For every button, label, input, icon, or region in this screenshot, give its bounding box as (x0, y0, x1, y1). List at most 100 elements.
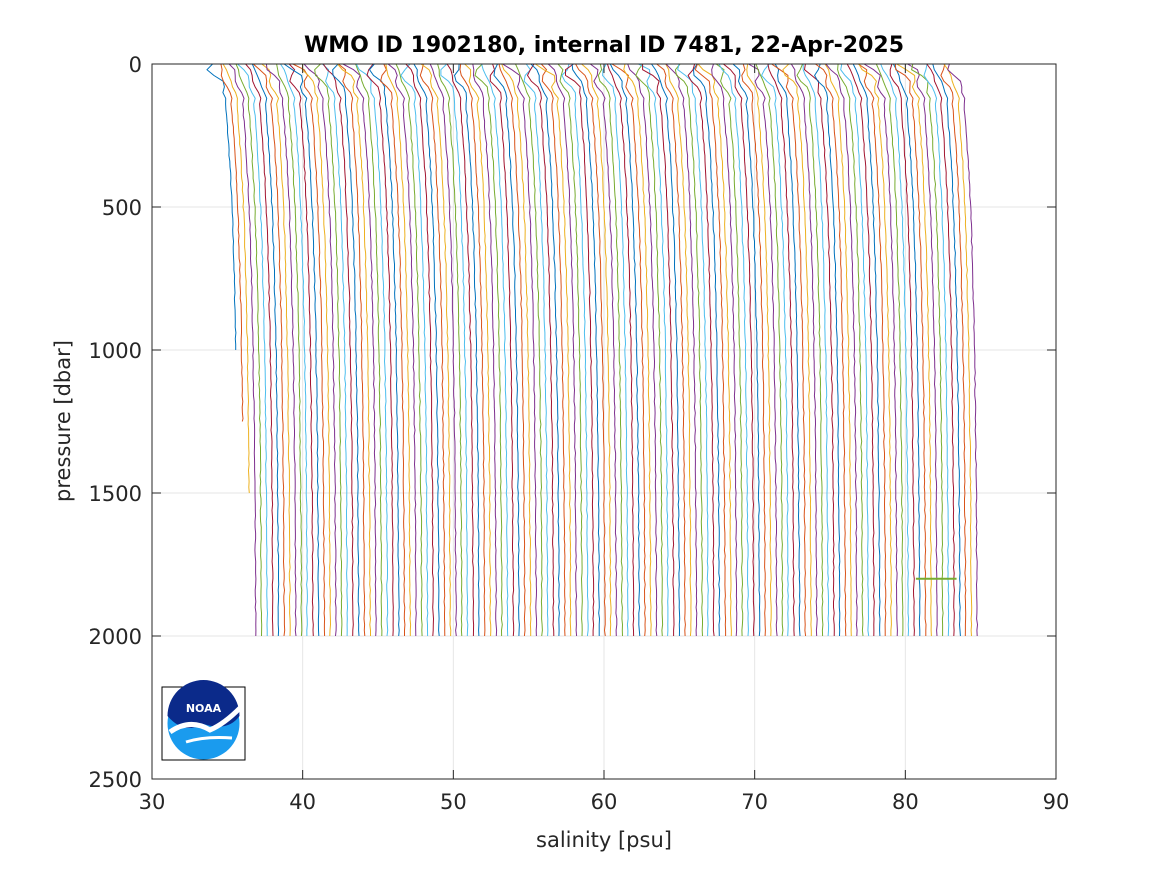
profile-line (288, 63, 314, 637)
profile-line (501, 63, 532, 636)
chart-title: WMO ID 1902180, internal ID 7481, 22-Apr… (304, 33, 904, 58)
profile-line (761, 63, 789, 637)
profile-line (252, 63, 286, 637)
profile-line (547, 63, 578, 637)
profile-line (651, 63, 681, 637)
x-tick-label: 70 (741, 790, 768, 814)
profile-line (355, 63, 389, 637)
profile-line (926, 63, 955, 637)
profiles (206, 63, 979, 637)
y-tick-label: 1500 (89, 482, 142, 506)
profile-line (824, 63, 852, 637)
profile-line (796, 63, 824, 637)
profile-line (265, 63, 297, 637)
profile-line (892, 63, 921, 636)
profile-line (489, 63, 515, 637)
profile-line (464, 63, 492, 637)
profile-line (280, 63, 308, 637)
x-tick-label: 90 (1043, 790, 1070, 814)
x-tick-label: 50 (440, 790, 467, 814)
profile-line (907, 63, 938, 637)
profile-line (530, 63, 560, 637)
y-tick-label: 2000 (89, 625, 142, 649)
profile-line (526, 63, 555, 637)
profile-line (235, 63, 263, 637)
profile-line (741, 63, 766, 637)
profile-line (261, 63, 291, 637)
profile-line (419, 63, 446, 637)
profile-line (474, 63, 503, 637)
profile-line (322, 63, 349, 637)
profile-line (222, 63, 250, 494)
profile-line (237, 63, 269, 636)
profile-line (782, 63, 812, 636)
profile-line (694, 63, 727, 636)
profile-line (723, 63, 755, 637)
profile-line (493, 63, 520, 637)
profile-line (220, 63, 244, 422)
profile-line (715, 63, 744, 637)
profile-line (732, 63, 761, 637)
profile-line (322, 63, 354, 637)
profile-line (665, 63, 698, 637)
profile-line (911, 63, 944, 636)
profile-line (932, 63, 961, 637)
x-tick-label: 60 (591, 790, 618, 814)
profile-line (561, 63, 589, 637)
profile-line (481, 63, 509, 637)
y-tick-label: 1000 (89, 339, 142, 363)
profile-line (368, 63, 400, 637)
profile-line (665, 63, 692, 637)
profile-line (385, 63, 412, 636)
profile-line (535, 63, 572, 636)
y-tick-label: 2500 (89, 768, 142, 792)
profile-line (802, 64, 830, 637)
profile-line (540, 63, 566, 637)
profile-line (940, 63, 967, 637)
logo-wave (168, 706, 242, 735)
profile-line (711, 63, 738, 637)
profile-line (947, 63, 979, 637)
profile-line (437, 63, 463, 637)
profile-line (228, 63, 257, 637)
profile-line (623, 63, 652, 637)
x-tick-label: 80 (892, 790, 919, 814)
profile-line (332, 63, 360, 637)
profile-line (387, 63, 417, 637)
profile-line (245, 63, 274, 637)
profile-line (206, 63, 237, 350)
profile-line (301, 63, 332, 637)
logo-bird (185, 736, 233, 744)
profile-line (303, 63, 337, 637)
profile-line (276, 63, 303, 637)
profile-line (565, 63, 595, 636)
profile-line (858, 63, 887, 636)
y-tick-label: 500 (102, 196, 142, 220)
profile-line (609, 63, 641, 637)
profile-line (581, 63, 612, 637)
profile-line (338, 63, 366, 637)
tick-marks (151, 63, 1057, 780)
profile-line (611, 63, 646, 637)
profile-line (677, 63, 709, 637)
profile-line (606, 63, 635, 637)
x-tick-labels: 30 40 50 60 70 80 90 (139, 790, 1070, 814)
profile-line (395, 63, 423, 637)
profile-line (852, 63, 881, 637)
profile-line (602, 63, 629, 637)
profile-line (440, 63, 469, 637)
profile-line (638, 63, 669, 637)
profile-line (889, 63, 915, 637)
profile-line (405, 63, 435, 637)
logo-text: NOAA (186, 702, 222, 715)
profile-line (814, 63, 841, 637)
profile-line (420, 63, 452, 637)
profile-line (815, 63, 847, 637)
profile-line (314, 63, 343, 637)
profile-line (875, 63, 904, 637)
profile-line (825, 63, 858, 637)
y-tick-label: 0 (129, 53, 142, 77)
profile-line (697, 63, 732, 637)
profile-line (635, 63, 664, 637)
profile-line (943, 63, 973, 637)
